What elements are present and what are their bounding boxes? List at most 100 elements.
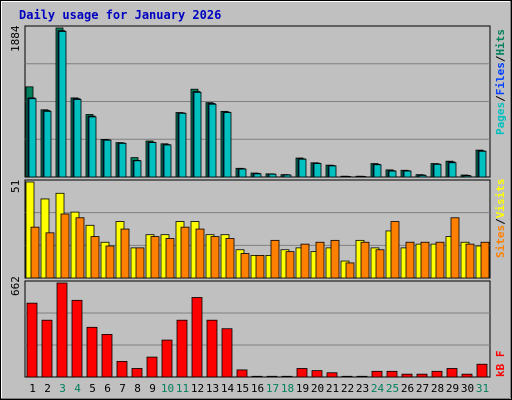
- legend-sep-3: /: [494, 218, 507, 225]
- pages-bar: [313, 163, 322, 178]
- legend-top: Pages/Files/Hits: [494, 29, 507, 135]
- x-tick-label: 13: [206, 382, 219, 395]
- x-tick-label: 17: [266, 382, 279, 395]
- pages-bar: [73, 99, 82, 178]
- sites-bar: [315, 241, 325, 279]
- pages-bar: [403, 170, 412, 178]
- x-tick-label: 30: [461, 382, 474, 395]
- x-tick-label: 9: [149, 382, 156, 395]
- sites-bar: [390, 221, 400, 279]
- pages-bar: [28, 98, 37, 178]
- x-tick-label: 10: [161, 382, 174, 395]
- legend-kb-f: F: [494, 351, 507, 358]
- kbytes-bar: [356, 375, 368, 378]
- x-tick-label: 25: [386, 382, 399, 395]
- x-tick-label: 5: [89, 382, 96, 395]
- pages-bar: [298, 158, 307, 178]
- pages-bar: [433, 163, 442, 178]
- pages-bar: [238, 168, 247, 178]
- kbytes-bar: [446, 368, 458, 378]
- middle-panel-ymax-label: 51: [9, 180, 22, 193]
- x-tick-label: 8: [134, 382, 141, 395]
- pages-bar: [178, 112, 187, 178]
- chart-title: Daily usage for January 2026: [19, 8, 221, 22]
- sites-bar: [435, 241, 445, 279]
- svg-text:Sites/Visits: Sites/Visits: [494, 179, 507, 259]
- kbytes-bar: [251, 375, 263, 378]
- sites-bar: [240, 253, 250, 279]
- pages-bar: [223, 112, 232, 178]
- kbytes-bar: [26, 302, 38, 378]
- x-tick-label: 12: [191, 382, 204, 395]
- x-axis-labels: 1 2 3 4 5 6 7 8 9 10 11 12 13 14 15 16 17 18 19 20 21 22 23 24 2…: [29, 382, 489, 395]
- pages-bar: [103, 139, 112, 178]
- sites-bar: [120, 228, 130, 279]
- x-tick-label: 16: [251, 382, 264, 395]
- pages-bar: [283, 174, 292, 178]
- kbytes-bar: [281, 375, 293, 378]
- x-tick-label: 31: [476, 382, 489, 395]
- kbytes-bar: [341, 375, 353, 378]
- legend-kb-space: [494, 357, 507, 364]
- sites-bar: [330, 239, 340, 279]
- kbytes-bar: [206, 319, 218, 378]
- sites-bar: [300, 243, 310, 279]
- kbytes-bar: [116, 360, 128, 378]
- sites-bar: [225, 238, 235, 279]
- legend-middle: Sites/Visits: [494, 179, 507, 259]
- bottom-panel-ymax-label: 662: [9, 276, 22, 296]
- sites-bar: [450, 217, 460, 279]
- sites-bar: [375, 249, 385, 279]
- kbytes-bar: [71, 299, 83, 378]
- pages-bar: [373, 164, 382, 178]
- pages-bar: [388, 170, 397, 178]
- kbytes-bar: [371, 370, 383, 378]
- kbytes-bar: [266, 375, 278, 378]
- x-tick-label: 20: [311, 382, 324, 395]
- pages-bar: [118, 142, 127, 178]
- sites-bar: [150, 236, 160, 279]
- pages-bar: [448, 162, 457, 178]
- x-tick-label: 26: [401, 382, 414, 395]
- kbytes-bar: [176, 319, 188, 378]
- kbytes-bar: [401, 373, 413, 378]
- pages-bar: [268, 173, 277, 178]
- kbytes-bar: [101, 334, 113, 378]
- sites-bar: [135, 247, 145, 279]
- sites-bar: [360, 241, 370, 279]
- pages-bar: [88, 116, 97, 178]
- sites-bar: [60, 213, 70, 279]
- sites-bar: [420, 241, 430, 279]
- legend-pages: Pages: [494, 102, 507, 135]
- x-tick-label: 21: [326, 382, 339, 395]
- x-tick-label: 4: [74, 382, 81, 395]
- pages-bar: [418, 175, 427, 178]
- sites-bar: [480, 241, 490, 279]
- sites-bar: [270, 239, 280, 279]
- top-panel-ymax-label: 1884: [9, 25, 22, 52]
- x-tick-label: 2: [44, 382, 51, 395]
- kbytes-bar: [311, 370, 323, 378]
- sites-bar: [285, 251, 295, 279]
- kbytes-bar: [296, 368, 308, 378]
- legend-kb: kB: [494, 363, 507, 377]
- x-tick-label: 22: [341, 382, 354, 395]
- sites-bar: [345, 262, 355, 279]
- kbytes-bar: [416, 373, 428, 378]
- x-tick-label: 14: [221, 382, 235, 395]
- pages-bar: [208, 103, 217, 178]
- pages-bar: [148, 142, 157, 178]
- x-tick-label: 11: [176, 382, 189, 395]
- legend-sites: Sites: [494, 225, 507, 258]
- sites-bar: [30, 226, 40, 279]
- kbytes-bar: [191, 297, 203, 378]
- legend-files: Files: [494, 62, 507, 95]
- kbytes-bar: [146, 356, 158, 378]
- pages-bar: [253, 173, 262, 178]
- sites-bar: [405, 241, 415, 279]
- x-tick-label: 18: [281, 382, 294, 395]
- x-tick-label: 15: [236, 382, 249, 395]
- legend-visits: Visits: [494, 179, 507, 219]
- x-tick-label: 23: [356, 382, 369, 395]
